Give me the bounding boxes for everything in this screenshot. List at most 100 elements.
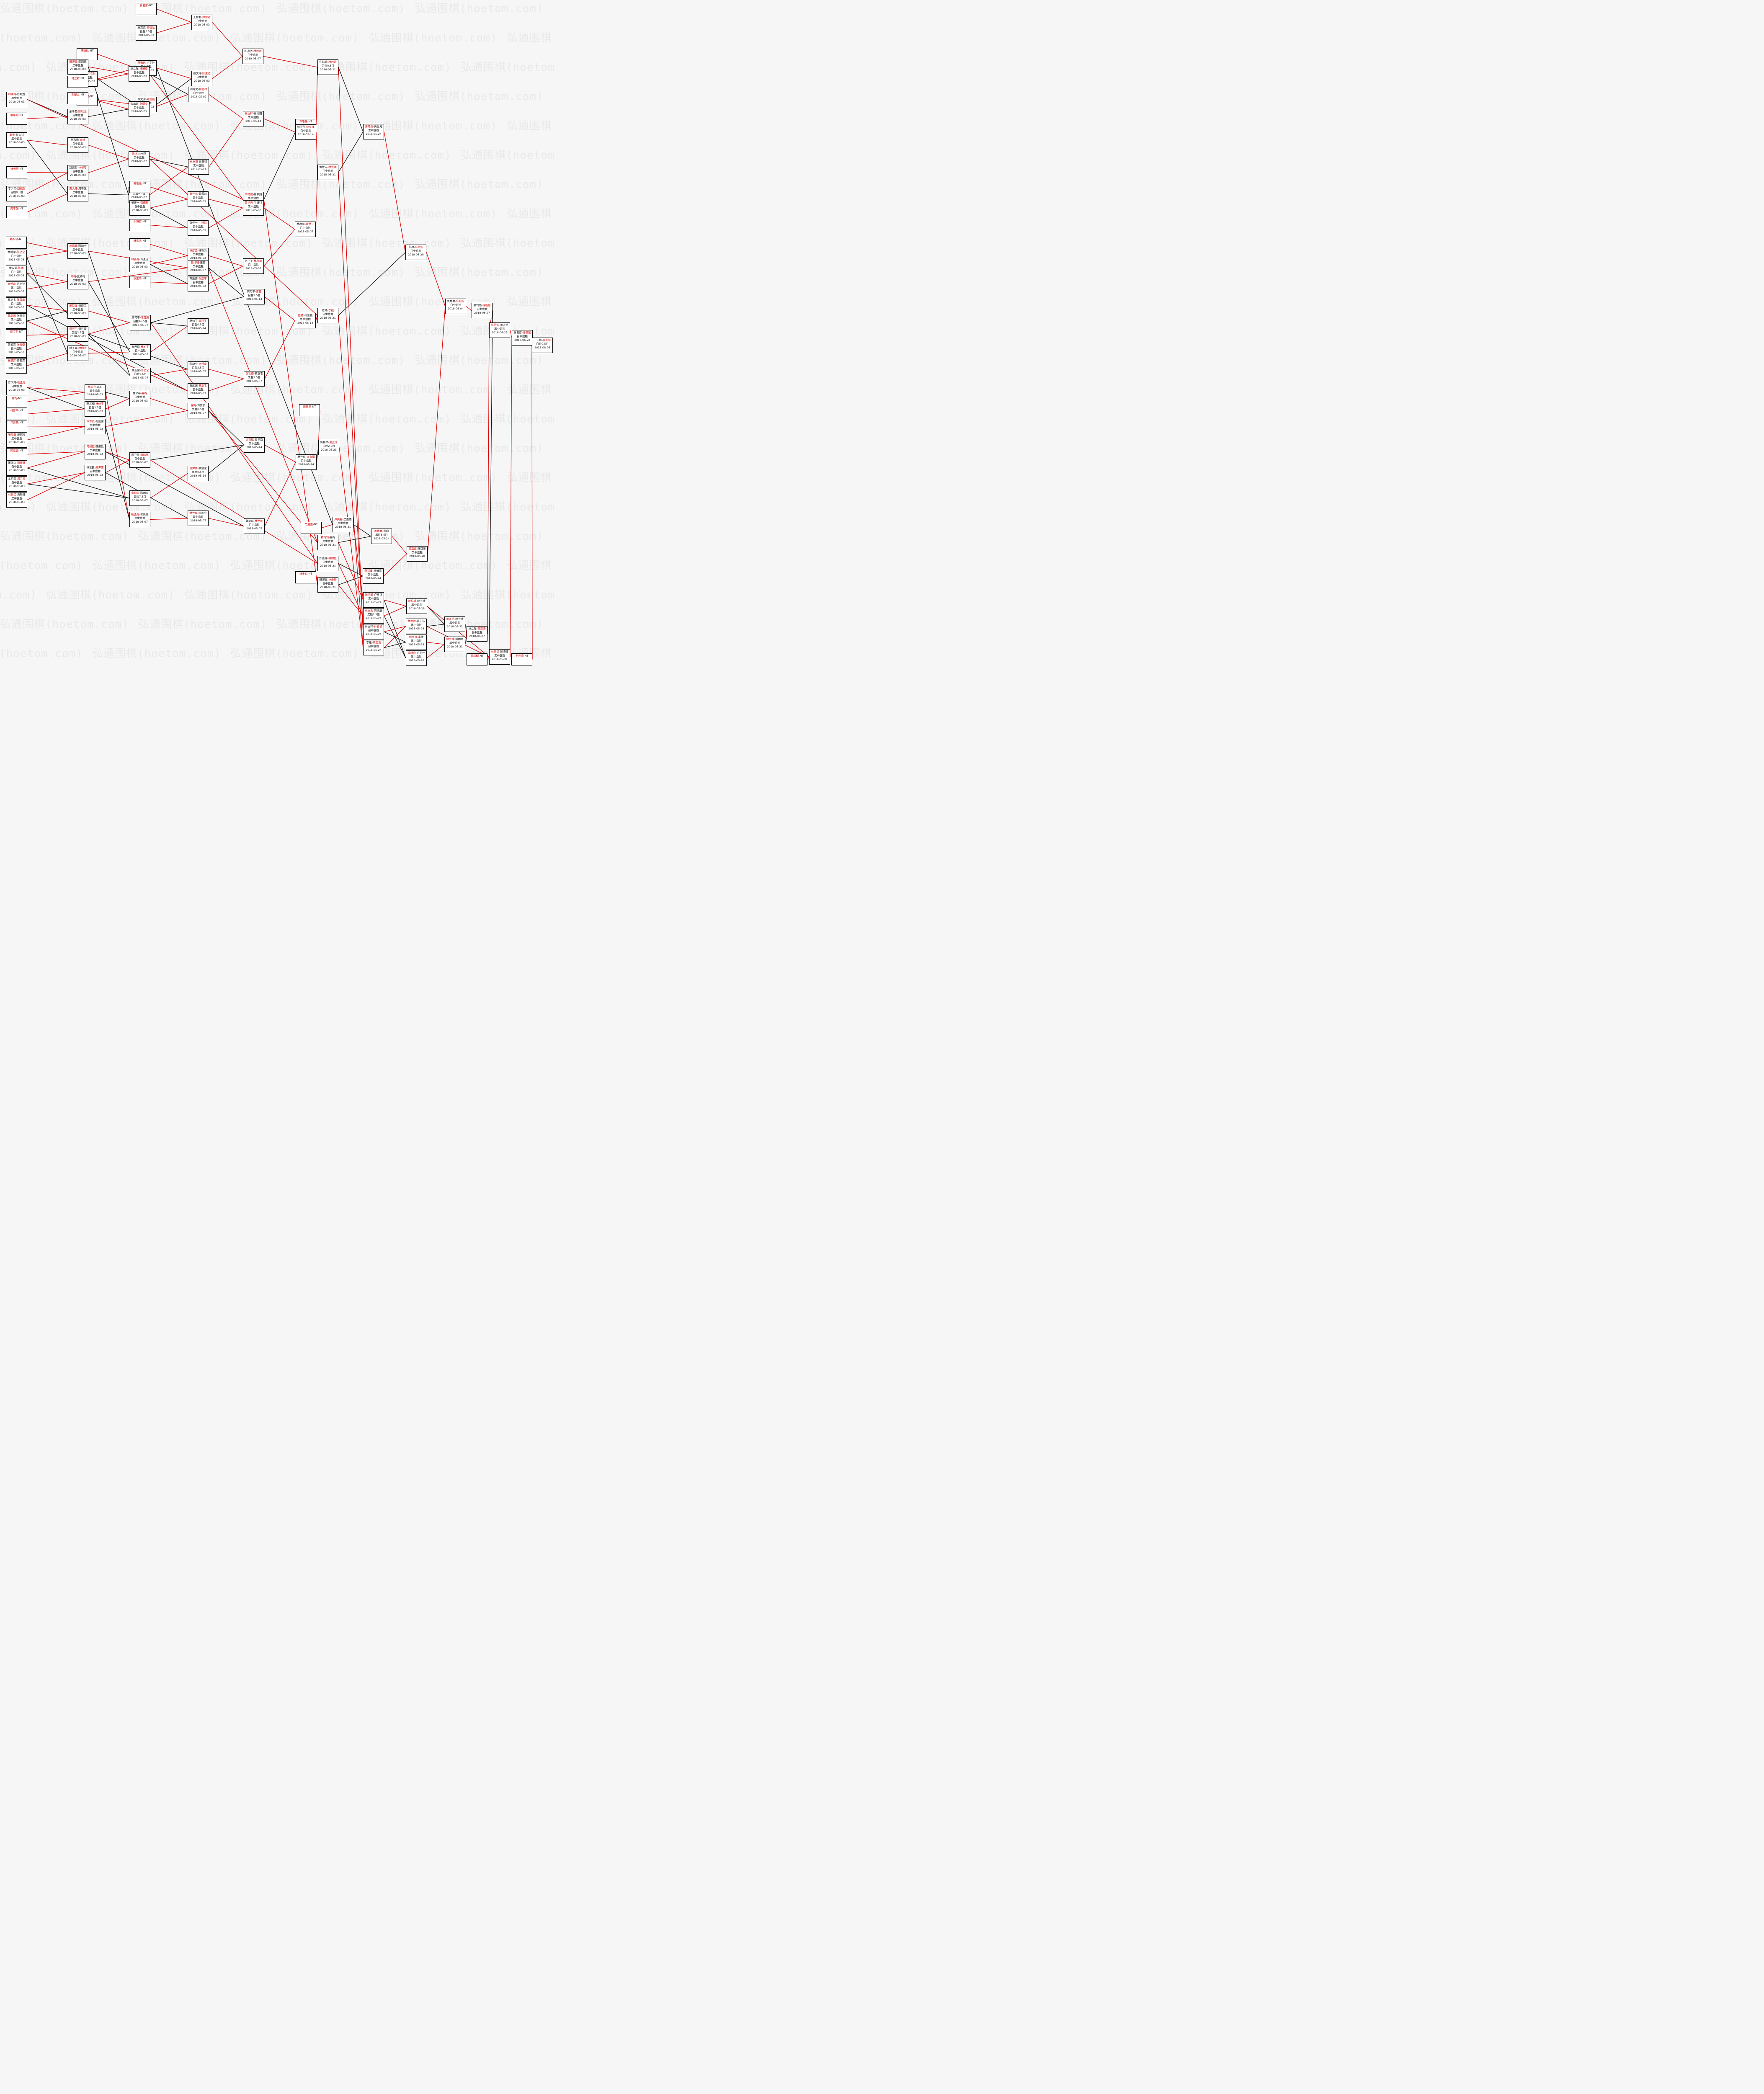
player-name: 蔡丞韦 [8,298,16,302]
loser-path-line [338,563,363,577]
match-players: 蔡丞韦-陈首廉 [8,298,25,302]
match-players: 林君谚-赖均辅 [491,650,508,653]
winner-path-line [156,8,192,23]
player-name: 蔡文河 [137,98,146,101]
player-name: 林君谚 [513,331,522,334]
winner-name: 林书阳 [10,167,19,170]
match-players: 林宇翔-林立祥 [297,125,315,129]
winner-name: 杨孟允 [17,381,26,384]
date-text: 2018-05-03 [9,500,25,504]
winner-path-line [208,369,244,379]
date-text: 2018-05-14 [246,297,262,301]
match-players: 陈禧-李维 [322,309,334,312]
match-node: 董友棠-陈劭全 白胜6.5目 2018-05-07 [130,368,151,383]
match-node: 许育祺-NT [6,420,27,432]
winner-path-line [321,524,333,529]
match-players: 董友棠-陈劭全 [132,369,149,372]
date-text: 2018-05-07 [132,353,148,356]
match-node: 余承叡-刘耀文 白中盘胜 2018-05-03 [129,101,150,117]
match-node: 党希昀-林柏宇 白中盘胜 2018-05-07 [130,344,151,360]
winner-name: 林君谚 [202,15,211,19]
match-players: 萧正浩-NT [303,405,316,408]
match-players: 刘耀文-林立祥 [190,88,207,91]
result-text: 黑中盘胜 [411,603,422,606]
player-name: 林士勋 [455,617,464,621]
match-node: 许育祺-萧正浩 白胜2.5目 2018-05-21 [318,440,339,455]
winner-path-line [27,426,85,427]
winner-name: 许育祺 [10,421,19,424]
date-text: 2018-05-21 [321,448,337,451]
loser-path-line [338,575,363,585]
player-name: 周尹南 [131,453,139,456]
match-node: 林圣弈-林柏宇 白中盘胜 2018-05-07 [67,346,88,361]
loser-path-line [208,267,244,297]
date-text: 2018-05-07 [190,268,206,272]
match-node: 李维-林书阳 黑中盘胜 2018-05-07 [129,151,150,167]
winner-name: 芶遇邦 [140,201,149,204]
match-node: 杨志德-李维 白中盘胜 2018-05-03 [67,137,88,153]
loser-path-line [156,78,192,105]
date-text: 2018-08-06 [534,346,550,349]
match-players: 苏圣芳-张正平 [189,277,207,280]
bye-label: NT [308,120,312,123]
winner-name: 陈禧 [18,266,24,270]
winner-name: 林立祥 [409,635,418,639]
match-node: 赖均辅-陈劭全 黑中盘胜 2018-05-03 [67,243,88,259]
match-players: 林君谚-NT [139,4,153,7]
winner-name: 许皓鋐 [365,125,373,128]
date-text: 2018-05-07 [190,519,206,522]
winner-path-line [105,398,130,410]
match-players: 陈逸达-NT [80,49,94,52]
player-name: 赖均辅 [473,304,482,307]
winner-name: 黑嘉嘉 [374,529,383,533]
match-node: 林立祥-NT [67,76,88,88]
winner-name: 林立祥 [71,77,80,80]
match-node: 赵佩哲-林书阳 白中盘胜 2018-05-03 [67,165,88,181]
winner-name: 黄世元 [133,182,142,185]
match-players: 陈首廉-杨博崴 [364,569,382,572]
match-players: 黄世元-芶遇邦 [189,192,207,196]
player-name: 陈劭全 [189,362,198,366]
winner-path-line [384,132,406,253]
result-text: 黑胜2.5目 [72,331,84,334]
winner-name: 牛诗特 [199,221,207,224]
winner-path-line [26,353,68,366]
match-node: 许育祺-张凯馨 黑中盘胜 2018-05-03 [85,419,106,434]
match-players: 丁少杰-赵佩哲 [8,187,26,190]
winner-path-line [150,186,188,200]
player-name: 黄世元 [374,125,382,128]
match-players: 许育祺-NT [10,421,23,424]
match-players: 杨博崴-林士勋 [319,578,337,581]
match-node: 林世民-黄祥任 黑中盘胜 2018-05-03 [6,492,27,508]
bye-label: NT [19,167,23,170]
winner-path-line [264,320,295,379]
match-node: 陈义翔-林修平 白胜1.5目 2018-05-03 [85,401,106,417]
match-node: 张正平-林彦丞 白中盘胜 2018-05-03 [243,258,264,274]
bye-label: NT [480,654,484,658]
loser-path-line [208,444,244,474]
winner-name: 王智弘 [147,26,155,29]
date-text: 2018-05-03 [132,399,148,402]
result-text: 白中盘胜 [300,129,311,132]
winner-path-line [88,158,129,173]
match-players: 陈义翔-林修平 [86,402,104,405]
date-text: 2018-05-03 [194,23,210,26]
bye-label: NT [19,409,23,412]
result-text: 黑中盘胜 [193,265,204,268]
player-name: 芶遇邦 [199,192,207,196]
winner-name: 张哲豪 [199,362,207,366]
date-text: 2018-05-21 [320,543,336,547]
winner-name: 陈秋龙 [78,110,87,113]
player-name: 余炳堂 [199,467,207,470]
match-node: 林圣弈-萧爱霖 黑中盘胜 2018-05-03 [6,358,27,374]
match-node: 林立祥-林君谚 白中盘胜 2018-05-24 [363,624,384,640]
player-name: 萧正浩 [417,619,425,623]
date-text: 2018-05-03 [132,265,148,268]
match-node: 余炳堂-陈国兴 黑胜7.5目 2018-05-07 [129,490,150,506]
match-players: 简靖庭-魏豪廷 [86,445,104,448]
date-text: 2018-05-03 [9,469,25,472]
winner-path-line [150,518,188,520]
date-text: 2018-05-14 [297,321,313,325]
match-players: 王智弘-林君谚 [193,15,211,19]
loser-path-line [27,467,130,499]
